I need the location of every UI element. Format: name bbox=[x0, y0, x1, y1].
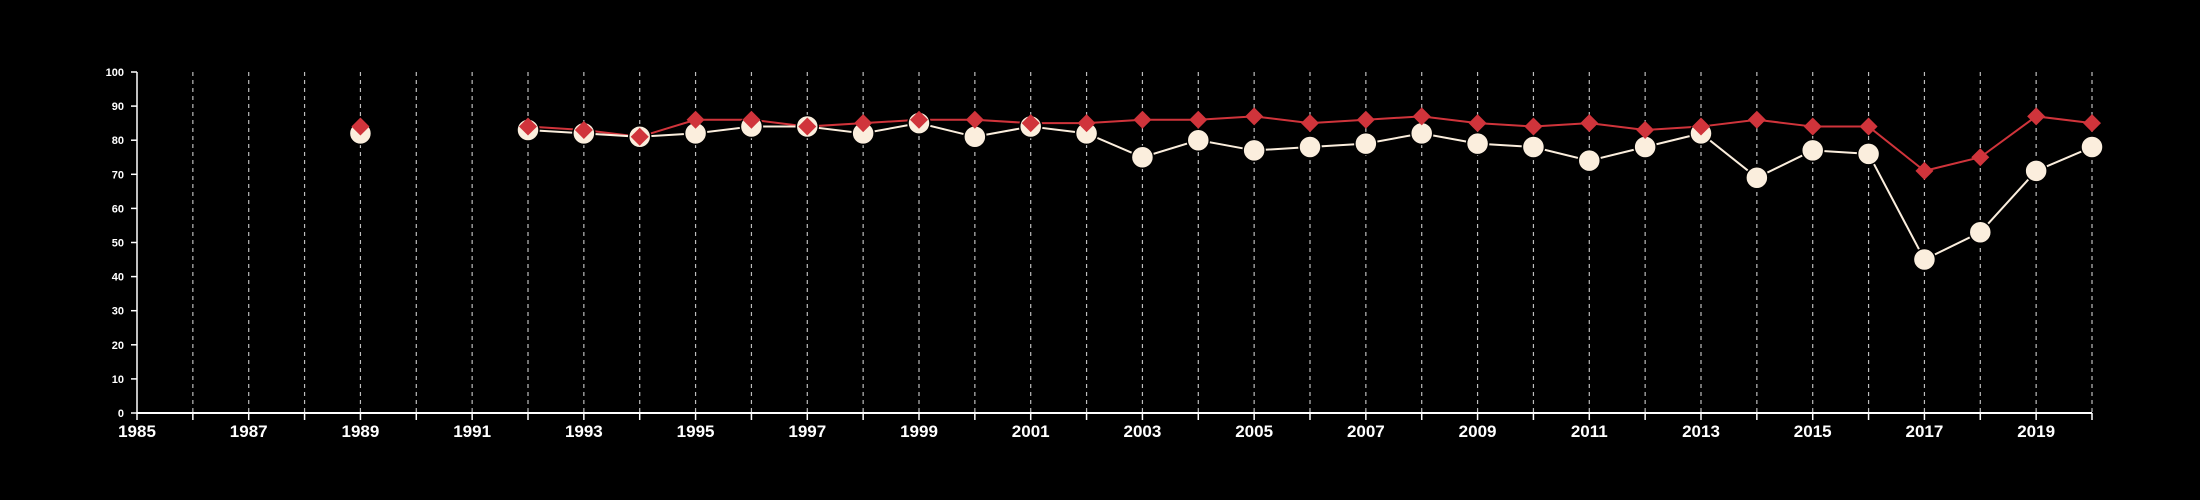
axes: 0 10 20 30 40 50 60 70 80 90 100 1985 1987 1989 1991 19… bbox=[106, 67, 2093, 441]
y-tick-label: 80 bbox=[112, 135, 124, 147]
x-tick-label: 1993 bbox=[565, 422, 603, 441]
x-tick-label: 2009 bbox=[1459, 422, 1497, 441]
y-tick-label: 100 bbox=[106, 67, 124, 79]
x-tick-label: 1995 bbox=[677, 422, 715, 441]
data-point-diamond bbox=[2027, 107, 2046, 126]
x-tick-label: 2017 bbox=[1906, 422, 1944, 441]
data-point-diamond bbox=[1915, 161, 1934, 180]
data-point-diamond bbox=[1133, 110, 1152, 129]
x-tick-label: 1997 bbox=[788, 422, 826, 441]
x-tick-label: 2013 bbox=[1682, 422, 1720, 441]
x-tick-label: 2011 bbox=[1571, 422, 1608, 441]
data-point-diamond bbox=[854, 114, 873, 133]
data-point-circle bbox=[1354, 131, 1378, 156]
data-point-diamond bbox=[574, 120, 593, 139]
data-point-circle bbox=[1409, 121, 1434, 146]
data-point-circle bbox=[2024, 159, 2048, 183]
data-point-diamond bbox=[2083, 114, 2101, 133]
data-point-diamond bbox=[1245, 107, 1264, 126]
x-tick-label: 1991 bbox=[453, 422, 491, 441]
data-point-diamond bbox=[1077, 114, 1096, 133]
y-tick-label: 20 bbox=[112, 340, 124, 352]
data-point-circle bbox=[1800, 138, 1825, 163]
y-tick-label: 70 bbox=[112, 169, 124, 181]
data-point-circle bbox=[1186, 128, 1211, 152]
data-point-diamond bbox=[1971, 148, 1990, 167]
data-point-diamond bbox=[1021, 114, 1040, 133]
data-point-circle bbox=[1633, 135, 1657, 159]
x-tick-label: 2001 bbox=[1012, 422, 1050, 441]
data-point-diamond bbox=[1859, 117, 1878, 136]
data-point-circle bbox=[1242, 138, 1266, 163]
data-point-circle bbox=[1521, 135, 1546, 159]
y-tick-label: 40 bbox=[112, 272, 124, 284]
markers-circle bbox=[348, 111, 2104, 272]
data-point-diamond bbox=[351, 117, 370, 136]
series-layer bbox=[348, 107, 2104, 272]
data-point-circle bbox=[1856, 142, 1881, 166]
data-point-diamond bbox=[1747, 110, 1766, 129]
y-tick-label: 50 bbox=[112, 238, 124, 250]
data-point-diamond bbox=[1692, 117, 1710, 136]
data-point-diamond bbox=[686, 110, 705, 129]
data-point-diamond bbox=[1189, 110, 1208, 129]
y-tick-label: 60 bbox=[112, 203, 124, 215]
data-point-diamond bbox=[1636, 120, 1655, 139]
data-point-circle bbox=[1577, 148, 1602, 173]
x-tick-label: 2007 bbox=[1347, 422, 1385, 441]
data-point-circle bbox=[1298, 135, 1322, 159]
x-tick-label: 1987 bbox=[230, 422, 268, 441]
data-point-diamond bbox=[630, 127, 649, 146]
data-point-diamond bbox=[742, 110, 761, 129]
data-point-circle bbox=[1968, 220, 1993, 245]
y-tick-label: 10 bbox=[112, 374, 124, 386]
data-point-circle bbox=[963, 125, 987, 149]
y-tick-label: 90 bbox=[112, 101, 124, 113]
x-tick-label: 2003 bbox=[1124, 422, 1162, 441]
data-point-diamond bbox=[965, 110, 984, 129]
data-point-diamond bbox=[1412, 107, 1431, 126]
data-point-diamond bbox=[1301, 114, 1319, 133]
data-point-diamond bbox=[1524, 117, 1543, 136]
data-point-circle bbox=[1745, 165, 1769, 190]
x-tick-label: 2019 bbox=[2017, 422, 2055, 441]
data-point-diamond bbox=[1803, 117, 1822, 136]
data-point-diamond bbox=[910, 110, 928, 129]
y-tick-label: 0 bbox=[118, 408, 124, 420]
x-tick-label: 1985 bbox=[118, 422, 156, 441]
data-point-circle bbox=[1912, 247, 1937, 272]
x-tick-label: 2005 bbox=[1235, 422, 1273, 441]
data-point-diamond bbox=[1356, 110, 1375, 129]
y-tick-label: 30 bbox=[112, 306, 124, 318]
x-tick-label: 1999 bbox=[900, 422, 938, 441]
data-point-diamond bbox=[1468, 114, 1487, 133]
data-point-circle bbox=[1465, 131, 1490, 156]
x-tick-label: 1989 bbox=[342, 422, 380, 441]
data-point-diamond bbox=[798, 117, 817, 136]
data-point-diamond bbox=[1580, 114, 1599, 133]
data-point-diamond bbox=[519, 117, 537, 136]
data-point-circle bbox=[1130, 145, 1155, 169]
markers-diamond bbox=[351, 107, 2101, 180]
x-tick-label: 2015 bbox=[1794, 422, 1832, 441]
data-point-circle bbox=[2080, 135, 2104, 159]
